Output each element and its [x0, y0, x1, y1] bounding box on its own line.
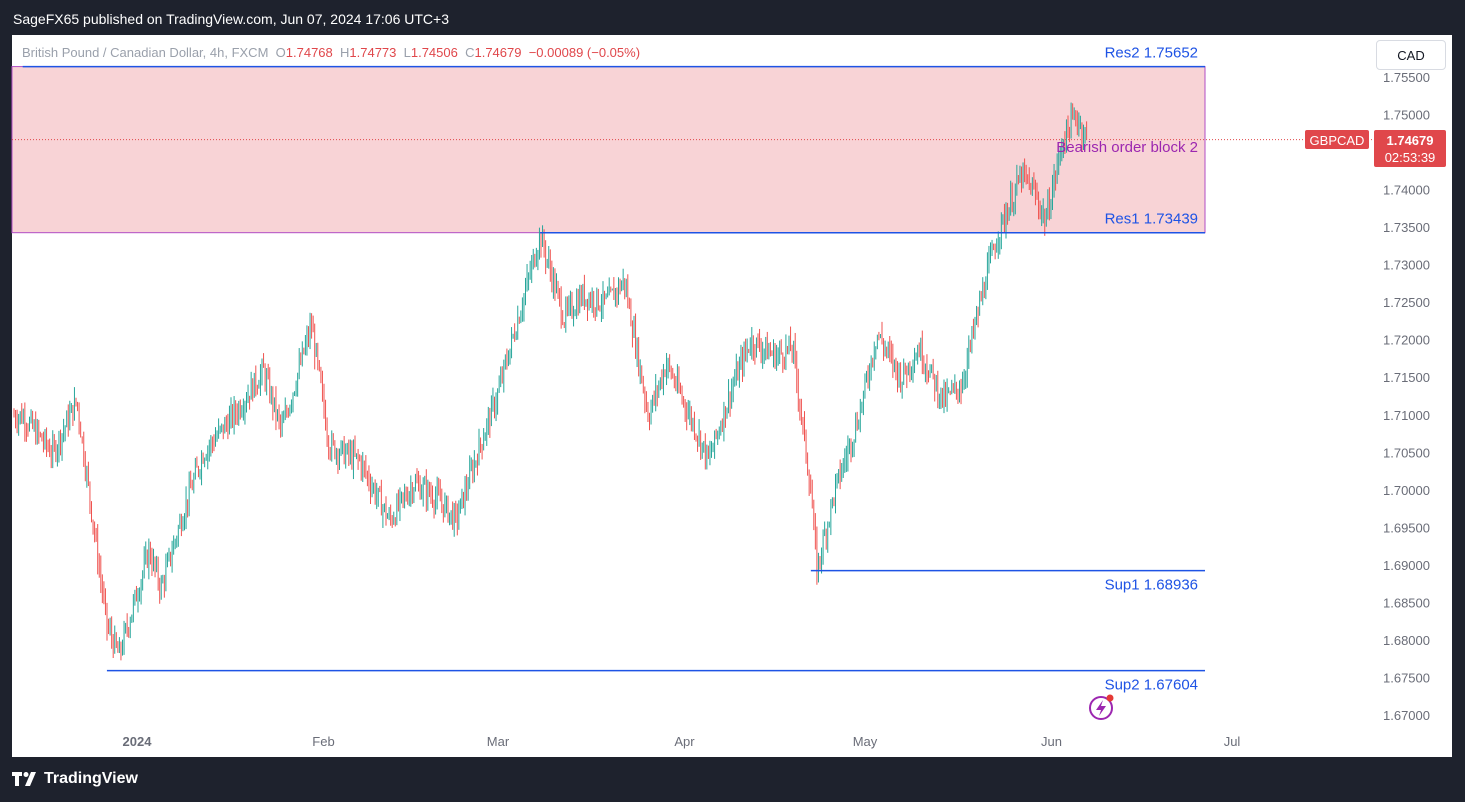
legend-high-label: H [340, 45, 350, 60]
y-tick-label: 1.67500 [1383, 670, 1430, 685]
legend-change: −0.00089 (−0.05%) [528, 45, 641, 60]
tradingview-footer: TradingView [12, 770, 138, 788]
legend-close: 1.74679 [474, 45, 522, 60]
publisher-text: SageFX65 published on TradingView.com, J… [13, 11, 449, 27]
footer-brand: TradingView [44, 770, 138, 787]
y-tick-label: 1.72000 [1383, 333, 1430, 348]
y-tick-label: 1.69500 [1383, 520, 1430, 535]
level-label: Sup2 1.67604 [1105, 677, 1198, 694]
top-bar: SageFX65 published on TradingView.com, J… [0, 0, 1465, 34]
y-tick-label: 1.74000 [1383, 183, 1430, 198]
level-label: Res2 1.75652 [1105, 45, 1198, 62]
symbol-tag-label: GBPCAD [1310, 133, 1365, 148]
legend-low-label: L [403, 45, 411, 60]
lightning-event-icon[interactable] [1089, 694, 1114, 720]
x-tick-label: Mar [487, 734, 510, 749]
x-tick-label: Apr [674, 734, 695, 749]
currency-button[interactable]: CAD [1376, 40, 1446, 70]
y-tick-label: 1.75500 [1383, 70, 1430, 85]
y-tick-label: 1.73500 [1383, 220, 1430, 235]
level-label: Res1 1.73439 [1105, 211, 1198, 228]
x-tick-label: Jul [1224, 734, 1241, 749]
legend-close-label: C [465, 45, 475, 60]
legend-high: 1.74773 [349, 45, 397, 60]
y-tick-label: 1.68500 [1383, 595, 1430, 610]
y-tick-label: 1.75000 [1383, 108, 1430, 123]
symbol-legend: British Pound / Canadian Dollar, 4h, FXC… [22, 45, 640, 60]
legend-open: 1.74768 [285, 45, 333, 60]
tradingview-logo-icon [12, 772, 36, 786]
price-tag-countdown: 02:53:39 [1385, 150, 1436, 165]
symbol-tag [1305, 130, 1369, 149]
x-tick-label: 2024 [123, 734, 153, 749]
price-tag-value: 1.74679 [1387, 133, 1434, 148]
y-tick-label: 1.72500 [1383, 295, 1430, 310]
legend-instrument: British Pound / Canadian Dollar, 4h, FXC… [22, 45, 269, 60]
y-tick-label: 1.70000 [1383, 483, 1430, 498]
order-block-label: Bearish order block 2 [1056, 139, 1198, 156]
x-tick-label: Feb [312, 734, 334, 749]
price-tag [1374, 130, 1446, 167]
y-tick-label: 1.67000 [1383, 708, 1430, 723]
y-tick-label: 1.70500 [1383, 445, 1430, 460]
x-tick-label: Jun [1041, 734, 1062, 749]
level-label: Sup1 1.68936 [1105, 577, 1198, 594]
y-tick-label: 1.73000 [1383, 258, 1430, 273]
order-block-zone [11, 66, 1206, 234]
y-tick-label: 1.69000 [1383, 558, 1430, 573]
legend-low: 1.74506 [410, 45, 458, 60]
legend-open-label: O [275, 45, 286, 60]
y-tick-label: 1.71500 [1383, 370, 1430, 385]
y-tick-label: 1.71000 [1383, 408, 1430, 423]
y-tick-label: 1.68000 [1383, 633, 1430, 648]
x-tick-label: May [853, 734, 878, 749]
